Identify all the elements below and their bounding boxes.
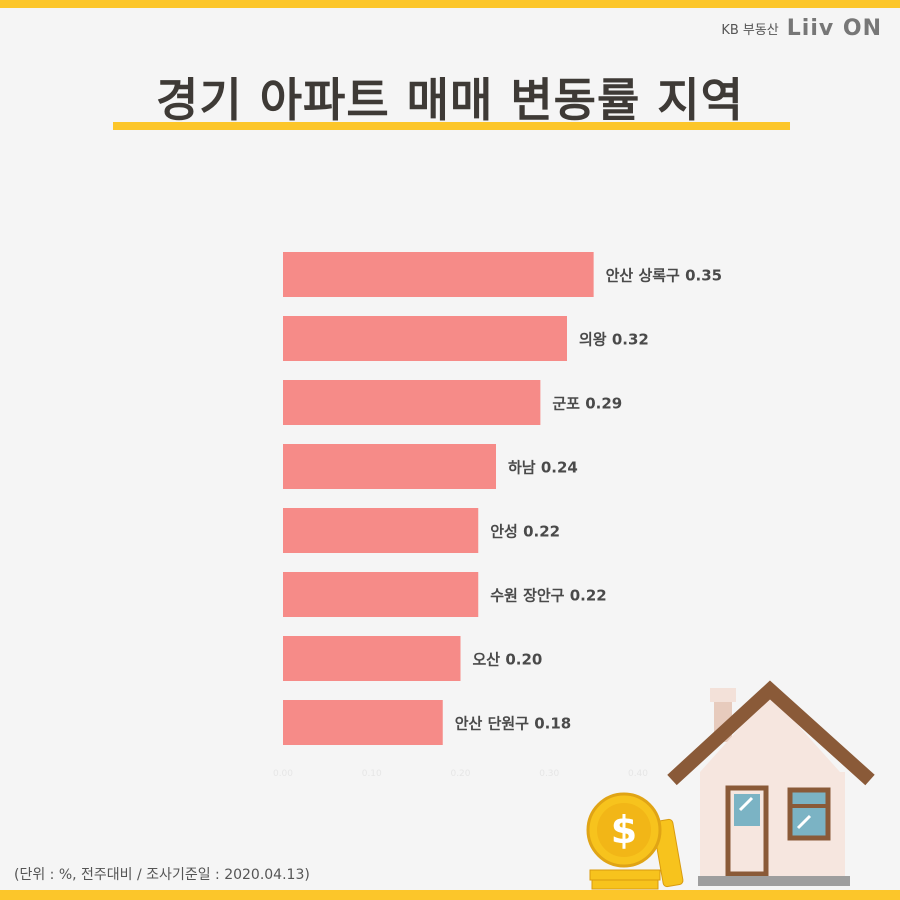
bar-2	[283, 380, 541, 425]
svg-text:$: $	[611, 808, 637, 852]
brand-logo: KB 부동산 Liiv ON	[721, 16, 882, 41]
x-tick-label-0: 0.00	[273, 769, 293, 779]
bar-label-0: 안산 상록구 0.35	[606, 267, 722, 285]
x-tick-label-1: 0.10	[362, 769, 382, 779]
bar-label-1: 의왕 0.32	[579, 331, 649, 349]
bar-label-7: 안산 단원구 0.18	[455, 715, 571, 733]
bar-4	[283, 508, 479, 553]
page-title: 경기 아파트 매매 변동률 지역	[156, 73, 744, 127]
house-and-coins-illustration: $	[586, 680, 875, 890]
x-tick-label-2: 0.20	[450, 769, 470, 779]
bar-6	[283, 636, 461, 681]
bar-1	[283, 316, 567, 361]
bar-5	[283, 572, 479, 617]
house-icon	[667, 680, 875, 886]
bottom-accent-bar	[0, 890, 900, 900]
x-tick-label-3: 0.30	[539, 769, 559, 779]
bar-label-6: 오산 0.20	[473, 651, 543, 669]
dollar-coin-icon: $	[586, 792, 662, 868]
title-underline	[113, 122, 790, 130]
bar-7	[283, 700, 443, 745]
bar-label-2: 군포 0.29	[552, 395, 622, 413]
bar-label-5: 수원 장안구 0.22	[490, 587, 606, 605]
x-tick-label-4: 0.40	[628, 769, 648, 779]
liiv-on-logo: Liiv ON	[786, 16, 882, 41]
footnote: (단위 : %, 전주대비 / 조사기준일 : 2020.04.13)	[14, 867, 310, 883]
bar-label-3: 하남 0.24	[508, 459, 578, 477]
bar-label-4: 안성 0.22	[490, 523, 560, 541]
kb-brand-text: KB 부동산	[721, 23, 779, 38]
bar-3	[283, 444, 496, 489]
top-accent-bar	[0, 0, 900, 8]
bar-0	[283, 252, 594, 297]
